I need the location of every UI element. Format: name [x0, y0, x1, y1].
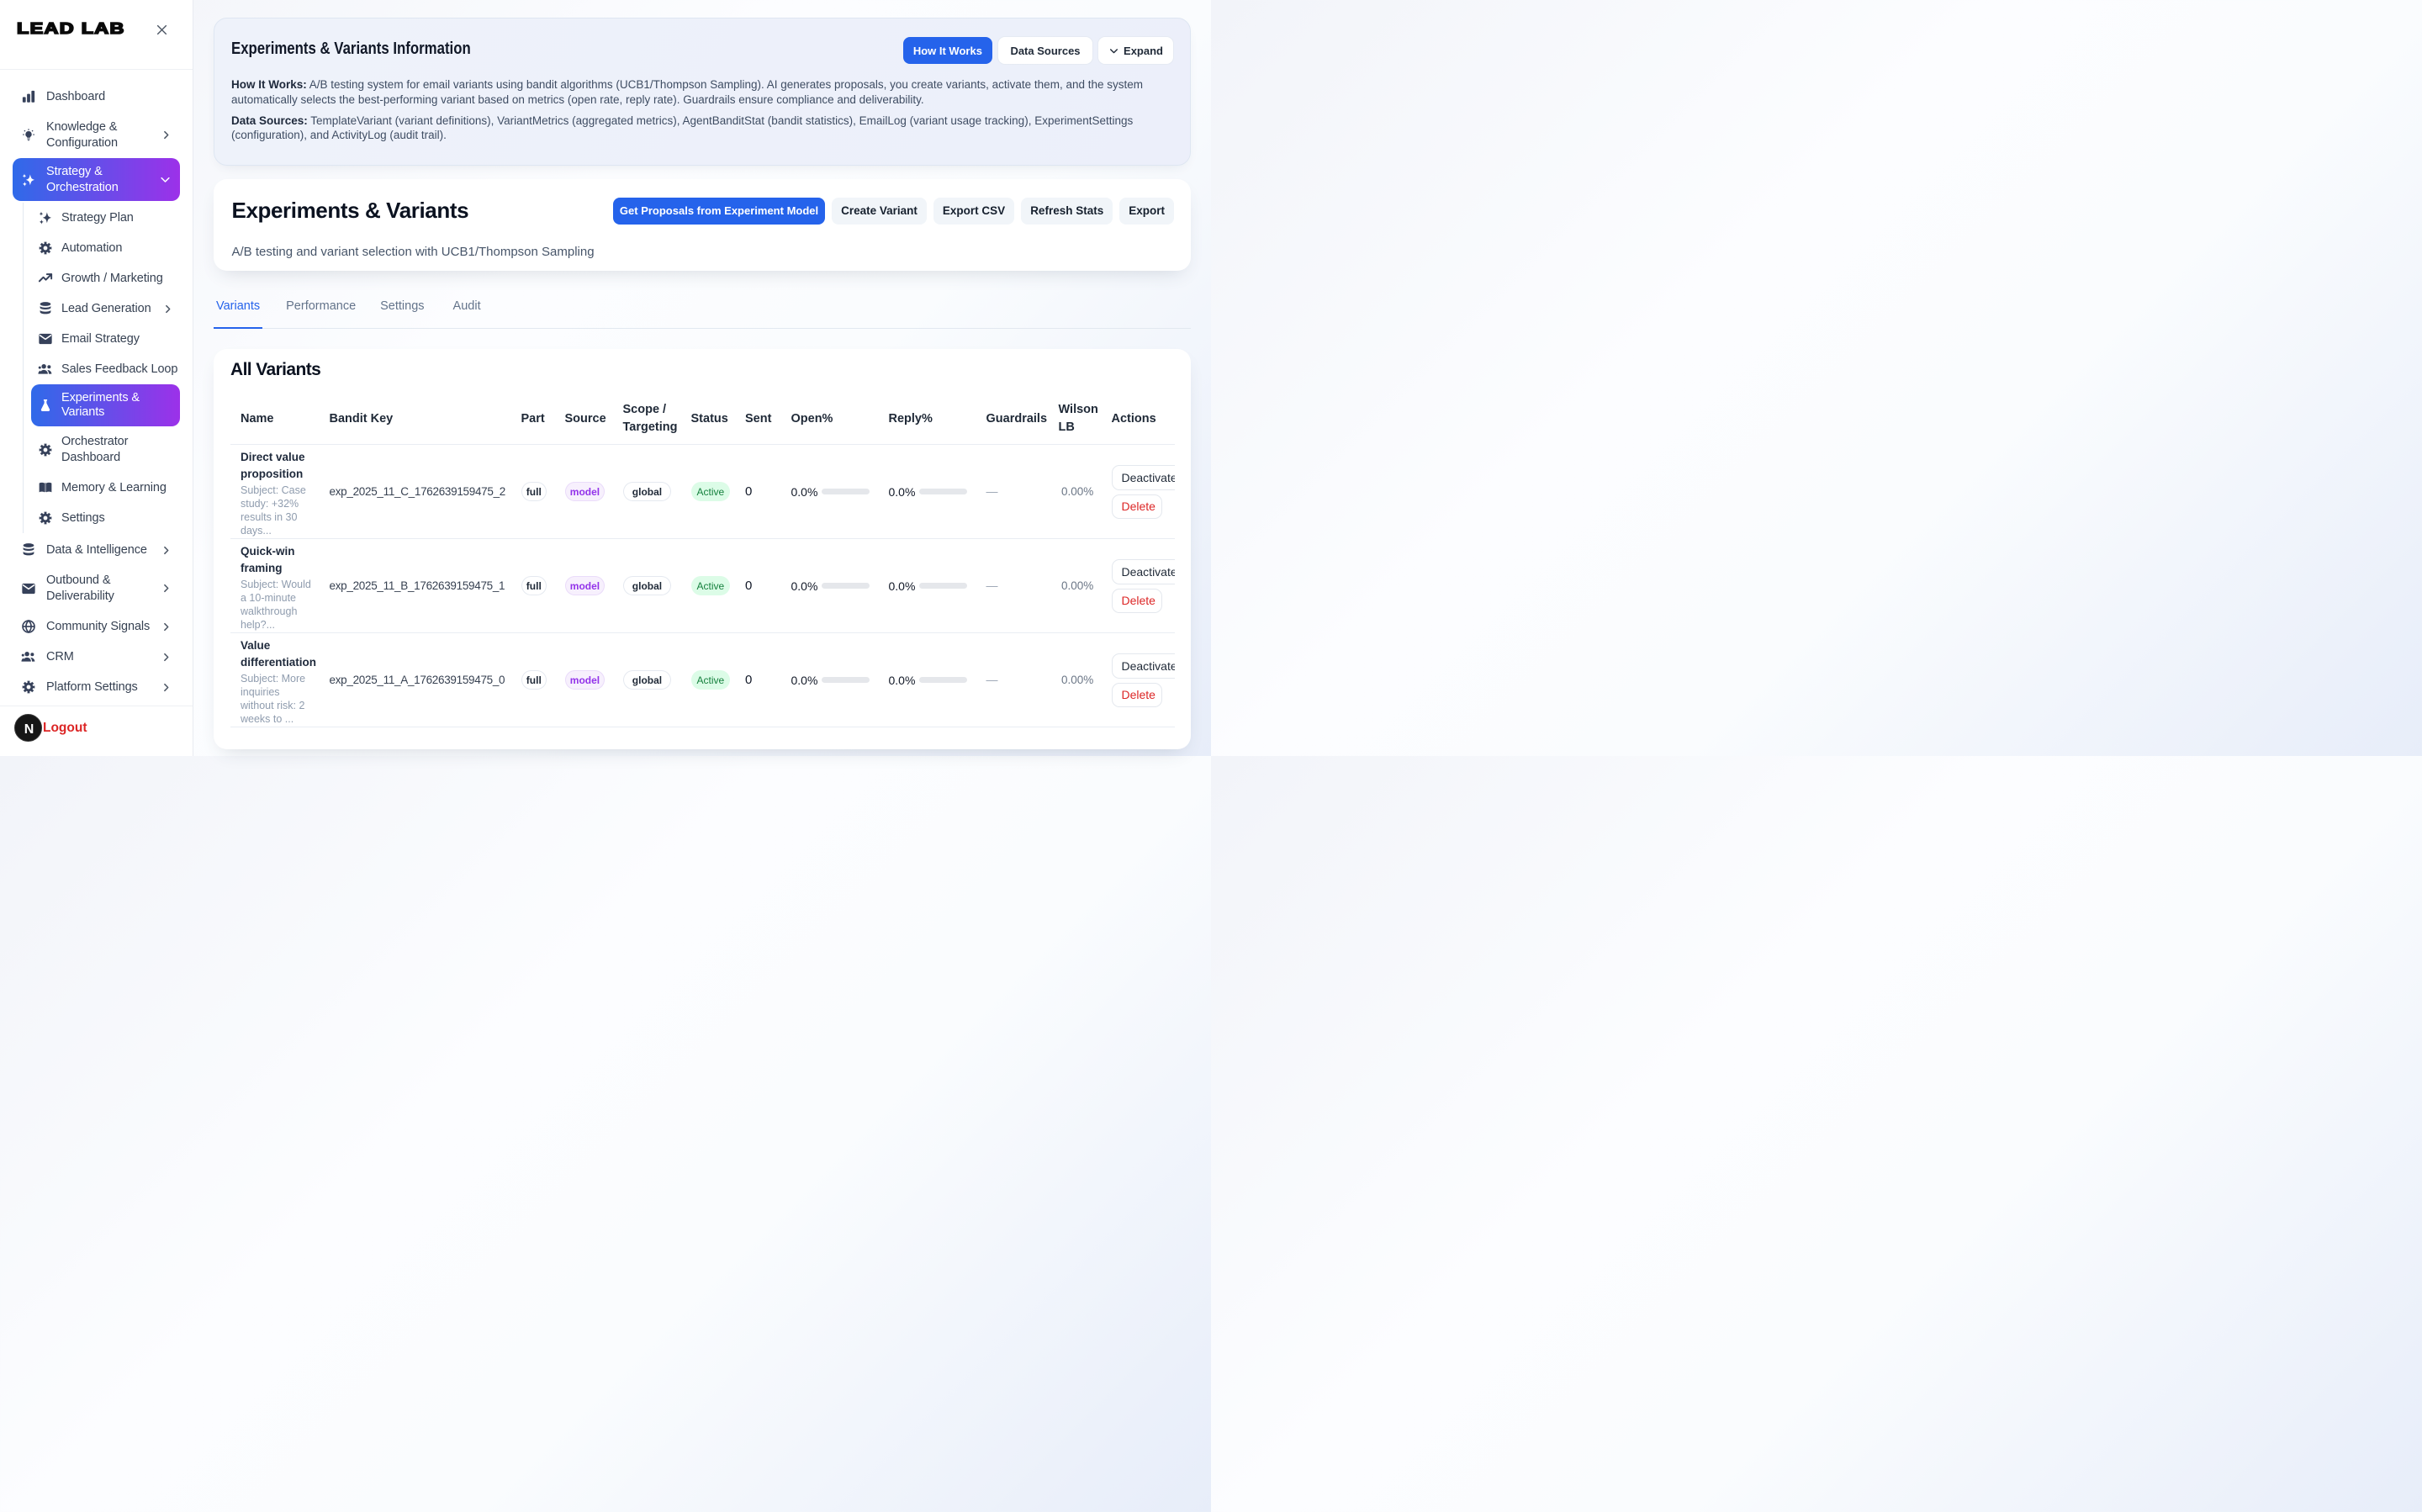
svg-text:N: N: [24, 722, 34, 737]
